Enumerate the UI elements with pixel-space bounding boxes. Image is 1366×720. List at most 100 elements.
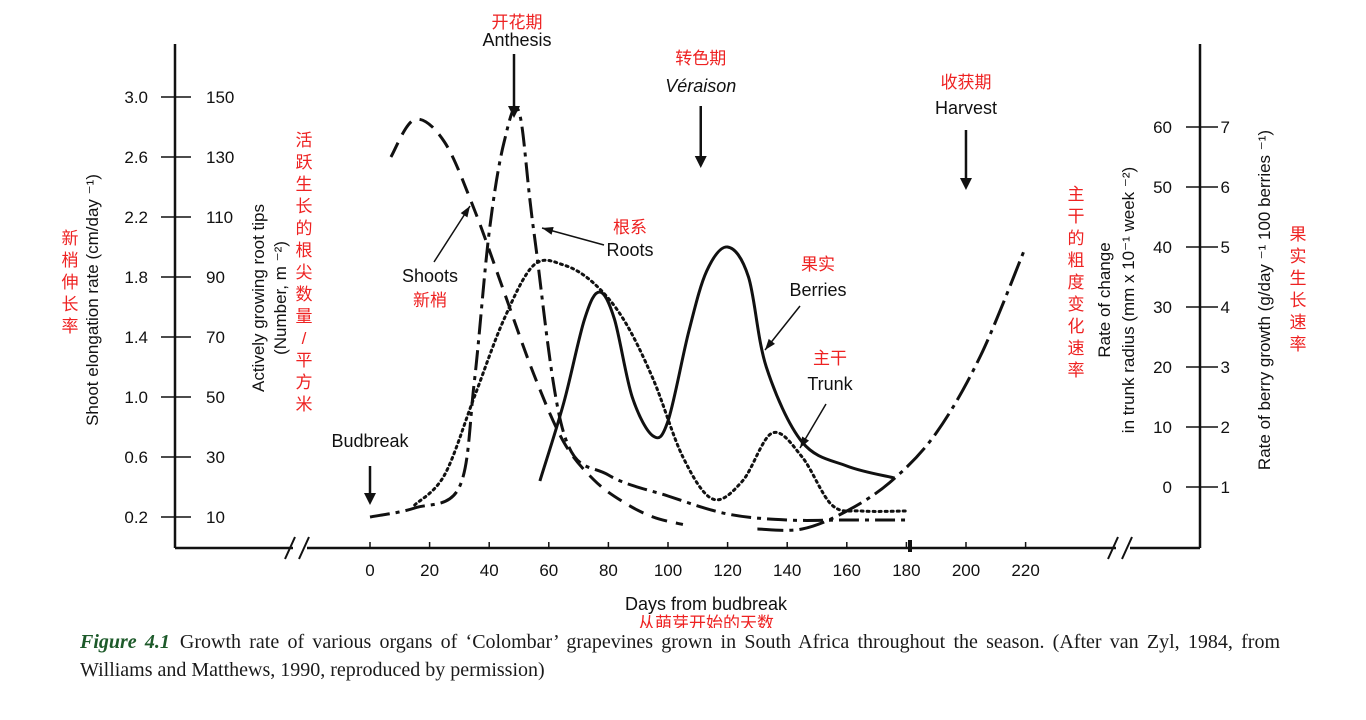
left-axis-1-tick-label: 2.6 bbox=[124, 148, 148, 167]
x-tick-label: 20 bbox=[420, 561, 439, 580]
axis-break-mark bbox=[1107, 536, 1119, 560]
right-axis-2-tick-label: 2 bbox=[1221, 418, 1230, 437]
axis-break-mark bbox=[284, 536, 296, 560]
right-axis-1-tick-label: 30 bbox=[1153, 298, 1172, 317]
right-axis-1-title-line2: in trunk radius (mm x 10⁻¹ week ⁻²) bbox=[1119, 167, 1138, 433]
cn-char: 平 bbox=[296, 351, 313, 370]
cn-char: 米 bbox=[296, 395, 313, 414]
x-axis-title: Days from budbreak bbox=[625, 594, 788, 614]
right-axis-1-tick-label: 0 bbox=[1163, 478, 1172, 497]
series-line-shoots bbox=[389, 117, 684, 526]
veraison-label-cn: 转色期 bbox=[675, 49, 726, 68]
left-axis-2-tick-label: 110 bbox=[206, 208, 233, 227]
x-axis-title-cn: 从萌芽开始的天数 bbox=[638, 614, 774, 628]
left-axis-2-units: (Number, m ⁻²) bbox=[271, 241, 290, 355]
arrow-head bbox=[694, 156, 707, 168]
cn-char: 长 bbox=[62, 295, 79, 314]
left-axis-2-tick-label: 150 bbox=[206, 88, 234, 107]
cn-char: 梢 bbox=[62, 251, 79, 270]
anthesis-arrow bbox=[508, 54, 520, 118]
pointer-head bbox=[800, 436, 810, 448]
cn-char: 尖 bbox=[296, 263, 313, 282]
roots-label: Roots bbox=[606, 240, 653, 260]
cn-char: 跃 bbox=[296, 153, 313, 172]
cn-char: 度 bbox=[1068, 273, 1085, 292]
left-axis-1-tick-label: 0.6 bbox=[124, 448, 148, 467]
left-axis-1-tick-label: 3.0 bbox=[124, 88, 148, 107]
left-axis-1-tick-label: 1.4 bbox=[124, 328, 148, 347]
trunk-label: Trunk bbox=[807, 374, 853, 394]
harvest-arrow bbox=[959, 130, 972, 190]
harvest-label: Harvest bbox=[935, 98, 997, 118]
veraison-label: Véraison bbox=[665, 76, 736, 96]
axis-break-mark bbox=[1121, 536, 1133, 560]
harvest-label-cn: 收获期 bbox=[940, 73, 991, 92]
series-lines bbox=[369, 106, 1027, 532]
right-axis-2-tick-label: 3 bbox=[1221, 358, 1230, 377]
cn-char: 伸 bbox=[62, 273, 79, 292]
cn-char: 率 bbox=[1290, 335, 1307, 354]
cn-char: 果 bbox=[1290, 225, 1307, 244]
x-tick-label: 140 bbox=[773, 561, 801, 580]
berries-label: Berries bbox=[789, 280, 846, 300]
cn-char: 实 bbox=[1290, 247, 1307, 266]
cn-char: 变 bbox=[1068, 295, 1085, 314]
caption-label: Figure 4.1 bbox=[80, 631, 170, 653]
cn-char: 率 bbox=[62, 317, 79, 336]
right-axis-2-tick-label: 4 bbox=[1221, 298, 1230, 317]
cn-char: 根 bbox=[296, 241, 313, 260]
cn-char: 粗 bbox=[1068, 251, 1085, 270]
right-axis-2-tick-label: 5 bbox=[1221, 238, 1230, 257]
pointer-line bbox=[433, 205, 471, 263]
arrow-head bbox=[508, 106, 520, 118]
series-line-berries bbox=[538, 245, 895, 482]
arrow-head bbox=[959, 178, 972, 190]
roots-pointer bbox=[541, 227, 605, 246]
figure-caption: Figure 4.1 Growth rate of various organs … bbox=[80, 628, 1280, 684]
x-tick-label: 0 bbox=[365, 561, 374, 580]
left-axis-1-title: Shoot elongation rate (cm/day ⁻¹) bbox=[83, 174, 102, 426]
cn-char: 生 bbox=[1290, 269, 1307, 288]
berries-label-cn: 果实 bbox=[801, 255, 835, 274]
shoots-label: Shoots bbox=[402, 266, 458, 286]
axis-break-mark bbox=[298, 536, 310, 560]
cn-char: 长 bbox=[296, 197, 313, 216]
arrow-head bbox=[364, 493, 376, 505]
cn-char: 生 bbox=[296, 175, 313, 194]
x-tick-label: 220 bbox=[1011, 561, 1039, 580]
left-axis-2-tick-label: 30 bbox=[206, 448, 225, 467]
cn-char: 活 bbox=[296, 131, 313, 150]
cn-char: 速 bbox=[1290, 313, 1307, 332]
left-axis-1-tick-label: 0.2 bbox=[124, 508, 148, 527]
veraison-arrow bbox=[694, 106, 707, 168]
budbreak-arrow bbox=[364, 466, 376, 505]
cn-char: 长 bbox=[1290, 291, 1307, 310]
cn-char: 主 bbox=[1068, 185, 1085, 204]
cn-char: 速 bbox=[1068, 339, 1085, 358]
roots-label-cn: 根系 bbox=[613, 218, 647, 237]
x-tick-label: 120 bbox=[713, 561, 741, 580]
caption-text: Growth rate of various organs of ‘Colomb… bbox=[80, 631, 1280, 681]
budbreak-label: Budbreak bbox=[331, 431, 409, 451]
left-axis-2-tick-label: 90 bbox=[206, 268, 225, 287]
x-tick-label: 200 bbox=[952, 561, 980, 580]
cn-char: 量 bbox=[296, 307, 313, 326]
right-axis-1-tick-label: 50 bbox=[1153, 178, 1172, 197]
series-line-roots bbox=[369, 106, 907, 522]
cn-char: 数 bbox=[296, 285, 313, 304]
cn-char: / bbox=[302, 329, 307, 348]
trunk-label-cn: 主干 bbox=[813, 349, 847, 368]
shoots-label-cn: 新梢 bbox=[413, 291, 447, 310]
cn-char: 干 bbox=[1068, 207, 1085, 226]
series-line-trunk-late bbox=[757, 246, 1027, 532]
series-line-trunk bbox=[413, 258, 908, 513]
right-axis-2-title: Rate of berry growth (g/day ⁻¹ 100 berri… bbox=[1255, 130, 1274, 470]
anthesis-label: Anthesis bbox=[482, 30, 551, 50]
trunk-pointer bbox=[799, 403, 827, 449]
x-tick-label: 180 bbox=[892, 561, 920, 580]
right-axis-2-tick-label: 7 bbox=[1221, 118, 1230, 137]
